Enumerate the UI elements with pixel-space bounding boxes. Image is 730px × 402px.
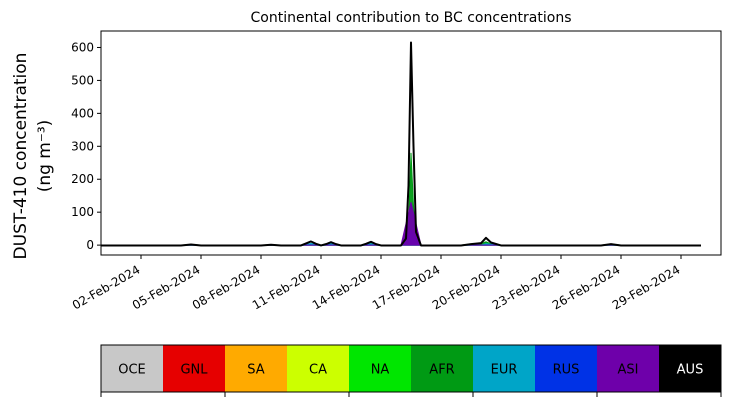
series-area-asi [101, 202, 701, 246]
legend-label-eur: EUR [491, 363, 518, 378]
legend-swatch-oce [101, 345, 163, 392]
legend-swatch-eur [473, 345, 535, 392]
legend-label-na: NA [371, 363, 390, 378]
y-tick-label-100: 100 [71, 205, 94, 219]
legend-swatch-aus [659, 345, 721, 392]
axes: 010020030040050060002-Feb-202405-Feb-202… [70, 30, 722, 312]
legend-swatch-na [349, 345, 411, 392]
series-area-rus [101, 229, 701, 246]
y-axis-label-line1: DUST-410 concentration [11, 53, 31, 260]
legend-swatch-gnl [163, 345, 225, 392]
legend-label-asi: ASI [618, 363, 639, 378]
plot-frame [100, 30, 722, 256]
y-tick-label-600: 600 [71, 40, 94, 54]
chart-title: Continental contribution to BC concentra… [250, 10, 571, 26]
series-line-aus [101, 41, 701, 247]
legend: OCE GNL SA CA NA AFR EUR RUS ASI AUS [100, 344, 722, 397]
legend-swatch-afr [411, 345, 473, 392]
y-tick-label-200: 200 [71, 172, 94, 186]
legend-label-rus: RUS [553, 363, 580, 378]
series-area-afr [101, 152, 701, 246]
legend-label-gnl: GNL [180, 363, 208, 378]
legend-frame [100, 344, 722, 393]
legend-label-ca: CA [309, 363, 327, 378]
legend-swatch-rus [535, 345, 597, 392]
legend-swatch-sa [225, 345, 287, 392]
y-tick-label-500: 500 [71, 73, 94, 87]
legend-label-sa: SA [247, 363, 264, 378]
y-axis-label-unit: (ng m⁻³) [35, 120, 55, 193]
legend-swatch-asi [597, 345, 659, 392]
legend-label-afr: AFR [429, 363, 454, 378]
y-tick-label-0: 0 [86, 238, 94, 252]
plot-area [101, 41, 701, 247]
x-tick-label-9: 29-Feb-2024 [610, 262, 683, 312]
y-tick-label-400: 400 [71, 106, 94, 120]
y-tick-label-300: 300 [71, 139, 94, 153]
y-axis-label-line2: (ng m⁻³) [35, 120, 55, 193]
legend-label-oce: OCE [118, 363, 146, 378]
legend-swatch-ca [287, 345, 349, 392]
legend-label-aus: AUS [677, 363, 704, 378]
y-axis-label: DUST-410 concentration [11, 53, 31, 260]
